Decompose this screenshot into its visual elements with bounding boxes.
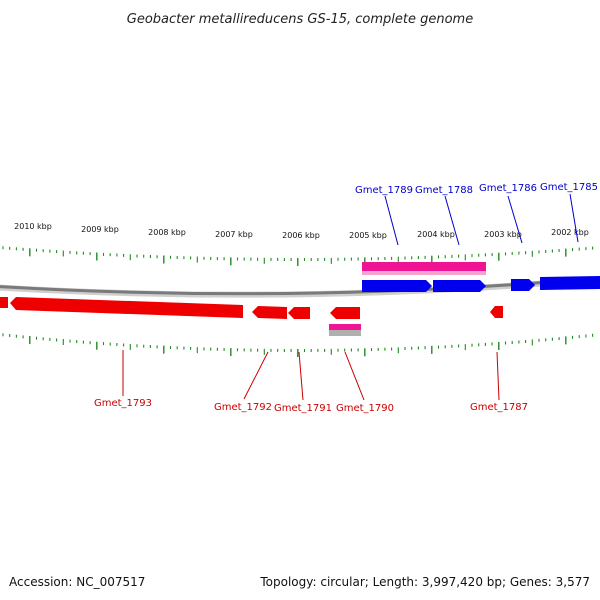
kbp-label: 2006 kbp <box>282 231 320 240</box>
cds-reverse-gmet-1790[interactable] <box>330 307 360 319</box>
gene-label-gmet-1793[interactable]: Gmet_1793 <box>94 398 152 409</box>
kbp-label: 2005 kbp <box>349 231 387 240</box>
gene-label-gmet-1787[interactable]: Gmet_1787 <box>470 402 528 413</box>
genome-backbone <box>0 275 600 298</box>
forward-features <box>362 262 600 292</box>
top-gene-labels: Gmet_1789 Gmet_1788 Gmet_1786 Gmet_1785 <box>355 182 598 196</box>
kbp-label: 2004 kbp <box>417 230 455 239</box>
gene-label-gmet-1790[interactable]: Gmet_1790 <box>336 403 394 414</box>
cds-forward-gmet-1788[interactable] <box>433 280 486 292</box>
gene-label-gmet-1785[interactable]: Gmet_1785 <box>540 182 598 193</box>
map-title: Geobacter metallireducens GS-15, complet… <box>127 12 473 27</box>
gene-label-gmet-1792[interactable]: Gmet_1792 <box>214 402 272 413</box>
inner-tick-track <box>2 333 594 357</box>
bottom-leader-lines <box>122 350 500 401</box>
cds-forward-gmet-1786[interactable] <box>511 279 535 291</box>
cds-reverse-gmet-1791[interactable] <box>288 307 310 319</box>
gene-label-gmet-1789[interactable]: Gmet_1789 <box>355 185 413 196</box>
kbp-label: 2008 kbp <box>148 228 186 237</box>
genome-summary-text: Topology: circular; Length: 3,997,420 bp… <box>259 575 590 589</box>
kbp-label: 2003 kbp <box>484 230 522 239</box>
reverse-features <box>0 297 503 336</box>
kbp-label: 2010 kbp <box>14 222 52 231</box>
cds-reverse-partial[interactable] <box>0 297 8 308</box>
top-leader-lines <box>384 193 579 246</box>
cds-forward-gmet-1789[interactable] <box>362 280 432 292</box>
rna-feature-shadow <box>362 271 486 275</box>
rna-feature-reverse-shadow <box>329 330 361 336</box>
kbp-label: 2002 kbp <box>551 228 589 237</box>
gene-label-gmet-1791[interactable]: Gmet_1791 <box>274 403 332 414</box>
gene-label-gmet-1786[interactable]: Gmet_1786 <box>479 183 537 194</box>
kbp-label: 2007 kbp <box>215 230 253 239</box>
cds-reverse-gmet-1787[interactable] <box>490 306 503 318</box>
cds-forward-gmet-1785[interactable] <box>540 276 600 290</box>
kbp-label: 2009 kbp <box>81 225 119 234</box>
bottom-gene-labels: Gmet_1793 Gmet_1792 Gmet_1791 Gmet_1790 … <box>94 398 528 414</box>
kbp-labels: 2010 kbp 2009 kbp 2008 kbp 2007 kbp 2006… <box>14 222 589 240</box>
gene-label-gmet-1788[interactable]: Gmet_1788 <box>415 185 473 196</box>
cds-reverse-gmet-1793[interactable] <box>10 297 243 318</box>
accession-text: Accession: NC_007517 <box>9 575 145 589</box>
rna-feature-reverse[interactable] <box>329 324 361 330</box>
outer-tick-track <box>2 246 594 266</box>
cds-reverse-gmet-1792[interactable] <box>252 306 287 319</box>
